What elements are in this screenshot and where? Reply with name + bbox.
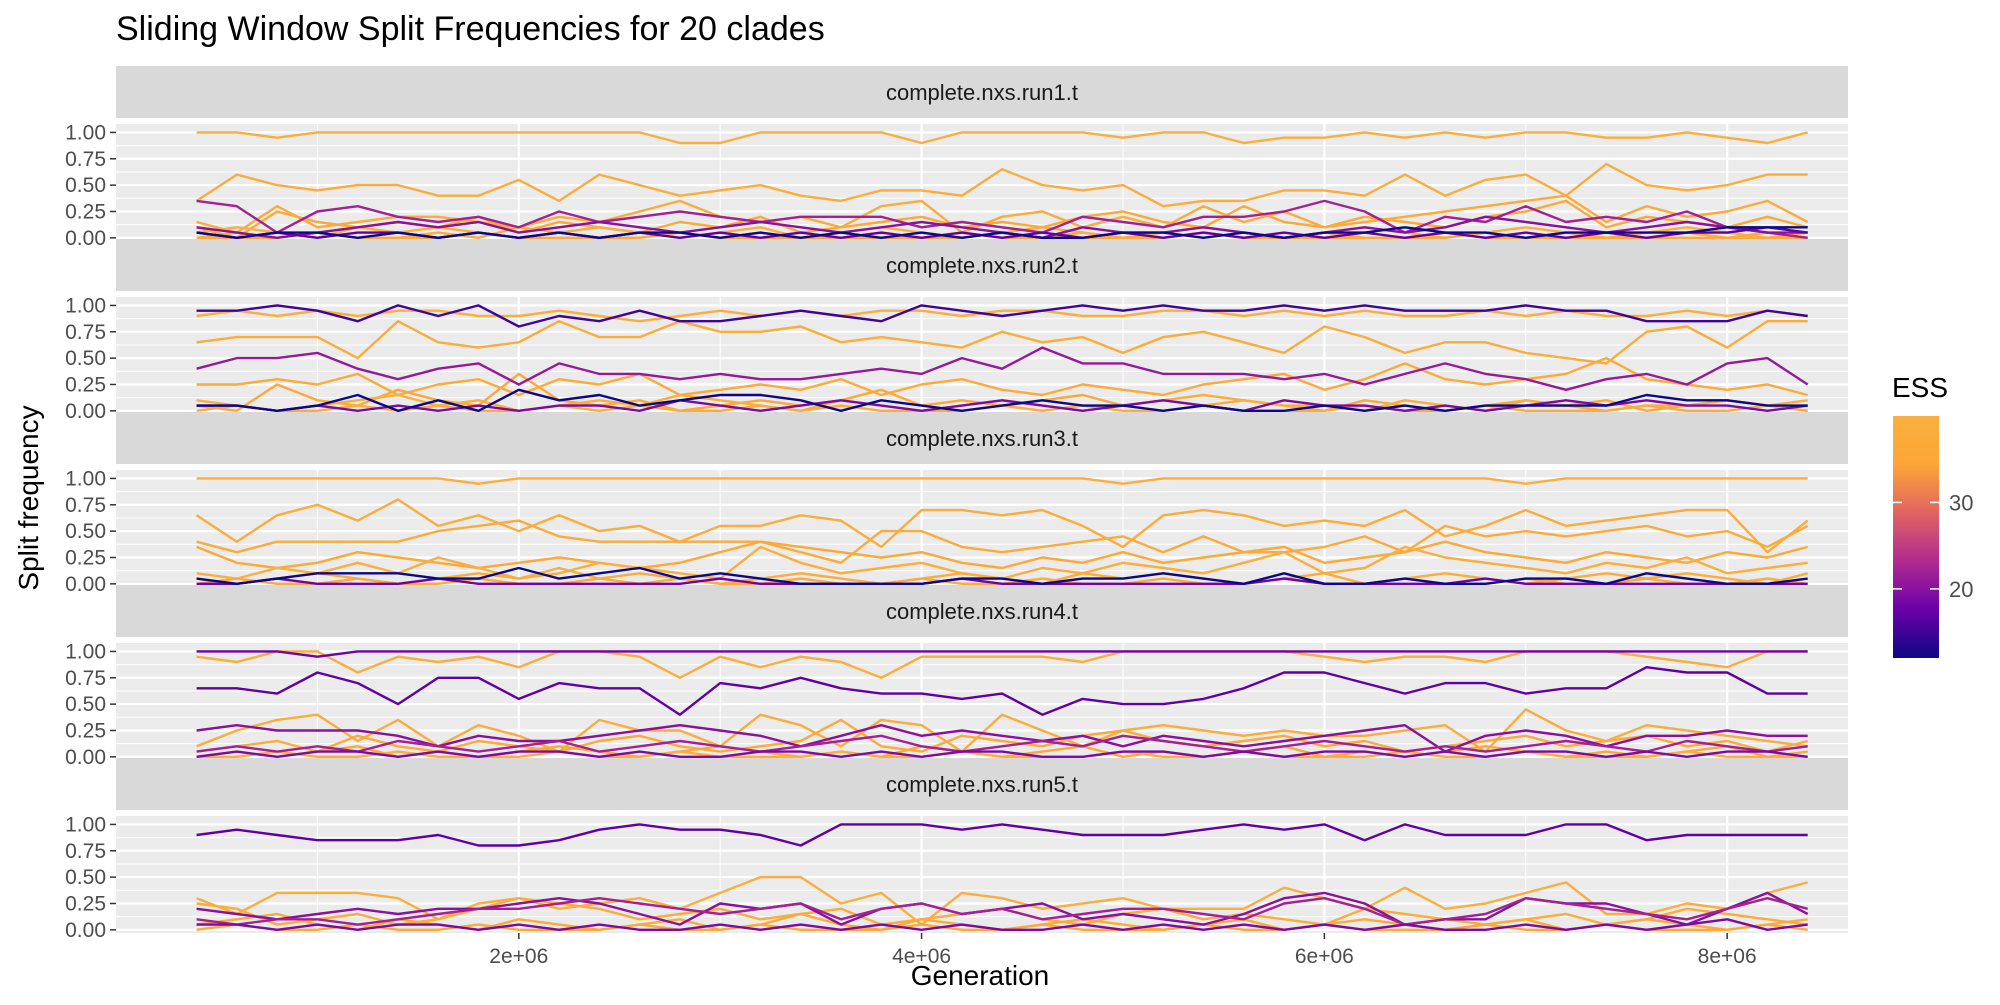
y-tick-label: 0.50 bbox=[65, 347, 106, 370]
facet-strip-label: complete.nxs.run3.t bbox=[886, 426, 1078, 451]
series-line-7 bbox=[196, 897, 1809, 926]
y-tick-label: 0.50 bbox=[65, 866, 106, 889]
series-line-1 bbox=[196, 309, 1808, 323]
series-line-10 bbox=[196, 388, 1808, 412]
facet-panel-5: complete.nxs.run5.t 0.00 0.25 0.50 0.75 1.00 bbox=[65, 758, 1848, 942]
y-tick-label: 1.00 bbox=[65, 294, 106, 317]
series-line-4 bbox=[196, 199, 1809, 240]
y-axis-title: Split frequency bbox=[13, 405, 44, 590]
y-tick-label: 0.00 bbox=[65, 400, 106, 423]
x-axis-title: Generation bbox=[911, 960, 1050, 991]
series-line-8 bbox=[196, 577, 1808, 585]
series-line-5 bbox=[196, 823, 1808, 847]
y-tick-label: 0.75 bbox=[65, 494, 106, 517]
y-tick-label: 0.75 bbox=[65, 148, 106, 171]
y-tick-label: 1.00 bbox=[65, 121, 106, 144]
x-tick-label: 6e+06 bbox=[1295, 945, 1354, 968]
series-line-3 bbox=[196, 718, 1809, 753]
x-tick-label: 2e+06 bbox=[489, 945, 548, 968]
x-axis: 2e+06 4e+06 6e+06 8e+06 bbox=[489, 933, 1757, 968]
facet-strip bbox=[116, 412, 1848, 464]
legend-tick-label: 30 bbox=[1949, 490, 1973, 515]
y-tick-label: 1.00 bbox=[65, 467, 106, 490]
facet-strip-label: complete.nxs.run4.t bbox=[886, 599, 1078, 624]
facet-strip-label: complete.nxs.run1.t bbox=[886, 80, 1078, 105]
panels-layer: complete.nxs.run1.t0.000.250.500.751.00c… bbox=[65, 66, 1848, 942]
y-tick-label: 0.75 bbox=[65, 840, 106, 863]
series-line-2 bbox=[195, 162, 1808, 208]
y-tick-label: 0.00 bbox=[65, 573, 106, 596]
panel-background bbox=[116, 297, 1848, 414]
y-tick-label: 0.25 bbox=[65, 200, 106, 223]
facet-strip bbox=[116, 585, 1848, 637]
facet-panel-4: complete.nxs.run4.t 0.00 0.25 0.50 0.75 1.00 bbox=[65, 585, 1848, 769]
series-group bbox=[195, 131, 1809, 240]
y-tick-label: 0.25 bbox=[65, 719, 106, 742]
series-line-1 bbox=[196, 477, 1808, 485]
series-line-8 bbox=[196, 724, 1808, 753]
series-line-7 bbox=[196, 666, 1808, 716]
series-line-2 bbox=[196, 320, 1808, 365]
series-line-9 bbox=[196, 566, 1808, 585]
y-tick-label: 0.50 bbox=[65, 520, 106, 543]
series-line-2 bbox=[196, 708, 1808, 753]
y-tick-label: 0.25 bbox=[65, 373, 106, 396]
y-tick-label: 0.25 bbox=[65, 892, 106, 915]
series-line-11 bbox=[196, 226, 1808, 240]
series-group bbox=[196, 304, 1809, 412]
facet-strip-label: complete.nxs.run5.t bbox=[886, 772, 1078, 797]
series-group bbox=[196, 823, 1809, 931]
legend-tick-label: 20 bbox=[1949, 577, 1973, 602]
y-tick-label: 0.50 bbox=[65, 693, 106, 716]
y-tick-label: 0.75 bbox=[65, 667, 106, 690]
y-tick-label: 0.00 bbox=[65, 746, 106, 769]
panel-background bbox=[116, 816, 1848, 933]
series-line-7 bbox=[196, 304, 1808, 328]
facet-strip bbox=[116, 239, 1848, 291]
facet-panel-3: complete.nxs.run3.t 0.00 0.25 0.50 0.75 1.00 bbox=[65, 412, 1848, 596]
y-tick-label: 0.50 bbox=[65, 174, 106, 197]
y-tick-label: 0.00 bbox=[65, 919, 106, 942]
facet-panel-1: complete.nxs.run1.t 0.00 0.25 0.50 0.75 1.00 bbox=[65, 66, 1848, 250]
series-line-10 bbox=[196, 750, 1808, 758]
x-tick-label: 8e+06 bbox=[1698, 945, 1757, 968]
y-tick-label: 0.75 bbox=[65, 321, 106, 344]
panel-background bbox=[116, 470, 1848, 587]
series-line-8 bbox=[196, 918, 1808, 931]
y-tick-label: 0.25 bbox=[65, 546, 106, 569]
x-tick-label: 4e+06 bbox=[892, 945, 951, 968]
series-group bbox=[195, 477, 1809, 585]
series-group bbox=[196, 650, 1809, 758]
series-line-2 bbox=[195, 498, 1809, 554]
facet-strip bbox=[116, 66, 1848, 118]
y-tick-label: 1.00 bbox=[65, 640, 106, 663]
series-line-1 bbox=[196, 131, 1809, 145]
panel-background bbox=[116, 643, 1848, 760]
series-line-3 bbox=[196, 519, 1809, 564]
series-line-4 bbox=[196, 540, 1809, 570]
y-tick-label: 1.00 bbox=[65, 813, 106, 836]
facet-strip-label: complete.nxs.run2.t bbox=[886, 253, 1078, 278]
series-line-8 bbox=[196, 346, 1809, 391]
series-line-5 bbox=[196, 750, 1808, 758]
y-tick-label: 0.00 bbox=[65, 227, 106, 250]
series-line-6 bbox=[196, 650, 1808, 658]
facet-panel-2: complete.nxs.run2.t 0.00 0.25 0.50 0.75 1.00 bbox=[65, 239, 1848, 423]
chart-title: Sliding Window Split Frequencies for 20 … bbox=[116, 10, 825, 48]
series-line-8 bbox=[196, 199, 1808, 239]
facet-strip bbox=[116, 758, 1848, 810]
series-line-9 bbox=[196, 734, 1808, 753]
legend-colorbar bbox=[1893, 416, 1939, 658]
series-line-3 bbox=[196, 356, 1809, 397]
legend-title: ESS bbox=[1892, 372, 1948, 403]
